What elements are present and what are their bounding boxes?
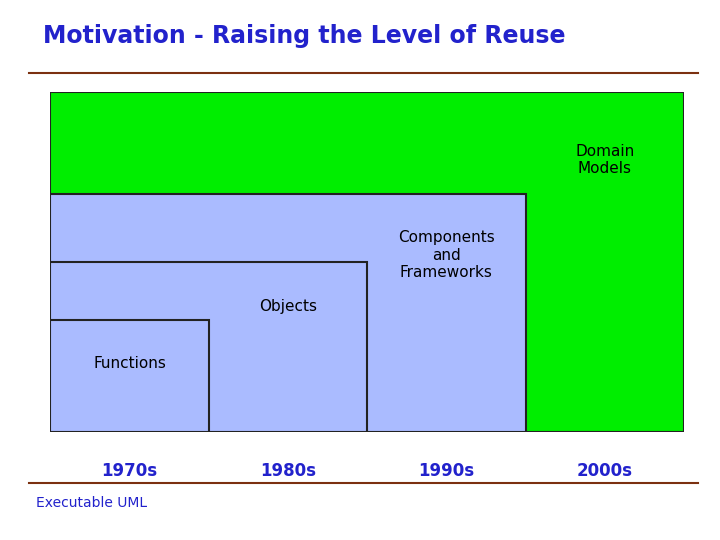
Text: Components
and
Frameworks: Components and Frameworks (398, 230, 495, 280)
Text: 1990s: 1990s (418, 462, 474, 480)
Bar (50, 320, 209, 432)
Text: 1980s: 1980s (260, 462, 316, 480)
Text: Domain
Models: Domain Models (575, 144, 634, 176)
Text: 2000s: 2000s (577, 462, 633, 480)
Text: 1970s: 1970s (102, 462, 158, 480)
Text: Executable UML: Executable UML (36, 496, 147, 510)
Text: Objects: Objects (259, 299, 317, 314)
Bar (50, 194, 526, 432)
Text: Motivation - Raising the Level of Reuse: Motivation - Raising the Level of Reuse (43, 24, 566, 48)
Bar (50, 262, 367, 432)
Text: Functions: Functions (93, 356, 166, 372)
